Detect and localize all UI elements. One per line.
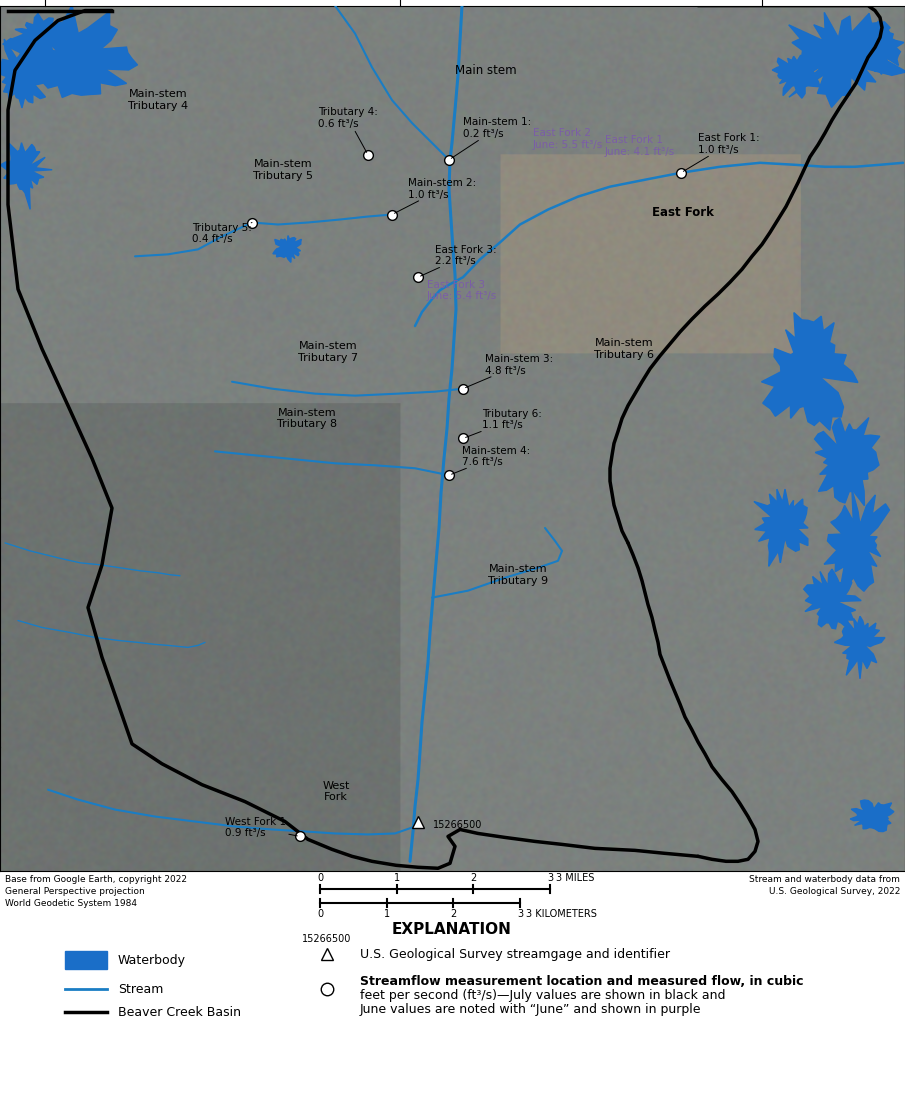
- Polygon shape: [754, 489, 808, 566]
- Polygon shape: [3, 6, 138, 97]
- Bar: [65, 952, 107, 970]
- Text: Main-stem 4:
7.6 ft³/s: Main-stem 4: 7.6 ft³/s: [452, 446, 530, 475]
- Text: East Fork: East Fork: [653, 206, 714, 219]
- Text: Beaver Creek Basin: Beaver Creek Basin: [118, 1005, 241, 1019]
- Text: Stream and waterbody data from
U.S. Geological Survey, 2022: Stream and waterbody data from U.S. Geol…: [749, 876, 900, 896]
- Text: EXPLANATION: EXPLANATION: [392, 923, 512, 937]
- Text: East Fork 3:
2.2 ft³/s: East Fork 3: 2.2 ft³/s: [421, 245, 497, 276]
- Text: Tributary 5:
0.4 ft³/s: Tributary 5: 0.4 ft³/s: [192, 222, 252, 245]
- Text: Main-stem
Tributary 6: Main-stem Tributary 6: [594, 338, 654, 360]
- Text: Main stem: Main stem: [455, 64, 517, 77]
- Polygon shape: [772, 56, 820, 98]
- Text: 15266500: 15266500: [433, 821, 482, 830]
- Text: Tributary 6:
1.1 ft³/s: Tributary 6: 1.1 ft³/s: [465, 409, 542, 438]
- Polygon shape: [834, 617, 885, 679]
- Text: Base from Google Earth, copyright 2022
General Perspective projection
World Geod: Base from Google Earth, copyright 2022 G…: [5, 876, 187, 908]
- Text: Main-stem 2:
1.0 ft³/s: Main-stem 2: 1.0 ft³/s: [395, 178, 476, 213]
- Polygon shape: [273, 236, 301, 262]
- Text: feet per second (ft³/s)—July values are shown in black and: feet per second (ft³/s)—July values are …: [360, 989, 726, 1002]
- Text: East Fork 1:
1.0 ft³/s: East Fork 1: 1.0 ft³/s: [683, 133, 759, 171]
- Text: East Fork 2
June: 5.5 ft³/s: East Fork 2 June: 5.5 ft³/s: [533, 128, 604, 150]
- Text: Main-stem
Tributary 8: Main-stem Tributary 8: [277, 408, 337, 429]
- Text: Waterbody: Waterbody: [118, 954, 186, 966]
- Polygon shape: [804, 570, 862, 630]
- Text: Main-stem
Tributary 9: Main-stem Tributary 9: [488, 564, 548, 585]
- Polygon shape: [13, 13, 67, 60]
- Polygon shape: [0, 143, 52, 209]
- Polygon shape: [857, 21, 904, 75]
- Text: 3: 3: [547, 873, 553, 884]
- Text: 2: 2: [471, 873, 476, 884]
- Text: 3 KILOMETERS: 3 KILOMETERS: [526, 909, 597, 919]
- Text: Streamflow measurement location and measured flow, in cubic: Streamflow measurement location and meas…: [360, 975, 804, 987]
- Text: East Fork 3
June: 5.4 ft³/s: East Fork 3 June: 5.4 ft³/s: [427, 279, 497, 302]
- Text: Main-stem 1:
0.2 ft³/s: Main-stem 1: 0.2 ft³/s: [452, 117, 531, 159]
- Text: Main-stem
Tributary 7: Main-stem Tributary 7: [298, 341, 358, 363]
- Text: 0: 0: [317, 909, 323, 919]
- Polygon shape: [814, 418, 880, 506]
- Polygon shape: [761, 313, 858, 430]
- Text: 2: 2: [450, 909, 456, 919]
- Text: East Fork 1
June: 4.1 ft³/s: East Fork 1 June: 4.1 ft³/s: [605, 135, 675, 156]
- Text: West
Fork: West Fork: [322, 781, 349, 802]
- Polygon shape: [824, 489, 890, 591]
- Text: Main-stem
Tributary 4: Main-stem Tributary 4: [128, 89, 188, 111]
- Text: West Fork 1
0.9 ft³/s: West Fork 1 0.9 ft³/s: [225, 817, 297, 839]
- Text: 0: 0: [317, 873, 323, 884]
- Text: U.S. Geological Survey streamgage and identifier: U.S. Geological Survey streamgage and id…: [360, 947, 670, 961]
- Text: 3 MILES: 3 MILES: [556, 873, 595, 884]
- Text: 15266500: 15266500: [302, 934, 352, 944]
- Text: Stream: Stream: [118, 983, 164, 995]
- Text: Tributary 4:
0.6 ft³/s: Tributary 4: 0.6 ft³/s: [318, 107, 378, 152]
- Text: Main-stem
Tributary 5: Main-stem Tributary 5: [253, 159, 313, 181]
- Polygon shape: [0, 39, 45, 108]
- Text: 1: 1: [394, 873, 400, 884]
- Polygon shape: [850, 800, 894, 832]
- Text: 1: 1: [384, 909, 390, 919]
- Text: June values are noted with “June” and shown in purple: June values are noted with “June” and sh…: [360, 1003, 701, 1015]
- Polygon shape: [787, 12, 905, 107]
- Text: Main-stem 3:
4.8 ft³/s: Main-stem 3: 4.8 ft³/s: [465, 354, 553, 388]
- Text: 3: 3: [517, 909, 523, 919]
